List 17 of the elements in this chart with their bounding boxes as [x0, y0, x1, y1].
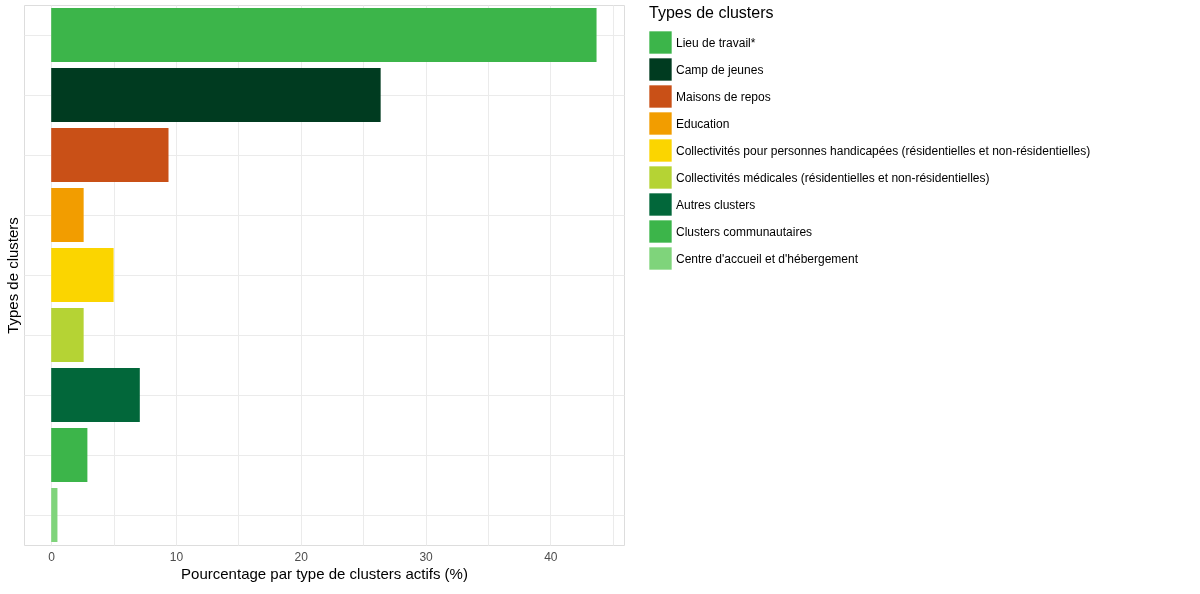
legend-label: Education — [676, 116, 730, 131]
legend-label: Clusters communautaires — [676, 224, 813, 239]
x-tick-label: 40 — [544, 549, 558, 564]
legend-label: Camp de jeunes — [676, 62, 764, 77]
legend-label: Lieu de travail* — [676, 35, 756, 50]
x-axis-title: Pourcentage par type de clusters actifs (%) — [181, 564, 468, 582]
x-tick-label: 0 — [48, 549, 56, 564]
x-tick-label: 30 — [419, 549, 434, 564]
x-tick-label: 10 — [169, 549, 184, 564]
legend-label: Collectivités médicales (résidentielles et non-résidentielles) — [676, 170, 990, 185]
y-axis-title: Types de clusters — [3, 217, 21, 334]
legend-label: Collectivités pour personnes handicapées (résidentielles et non-résidentielles) — [676, 143, 1091, 158]
legend-label: Autres clusters — [676, 197, 756, 212]
legend-title: Types de clusters — [649, 4, 774, 21]
x-tick-label: 20 — [294, 549, 309, 564]
legend-label: Centre d'accueil et d'hébergement — [676, 251, 859, 266]
legend-label: Maisons de repos — [676, 89, 771, 104]
